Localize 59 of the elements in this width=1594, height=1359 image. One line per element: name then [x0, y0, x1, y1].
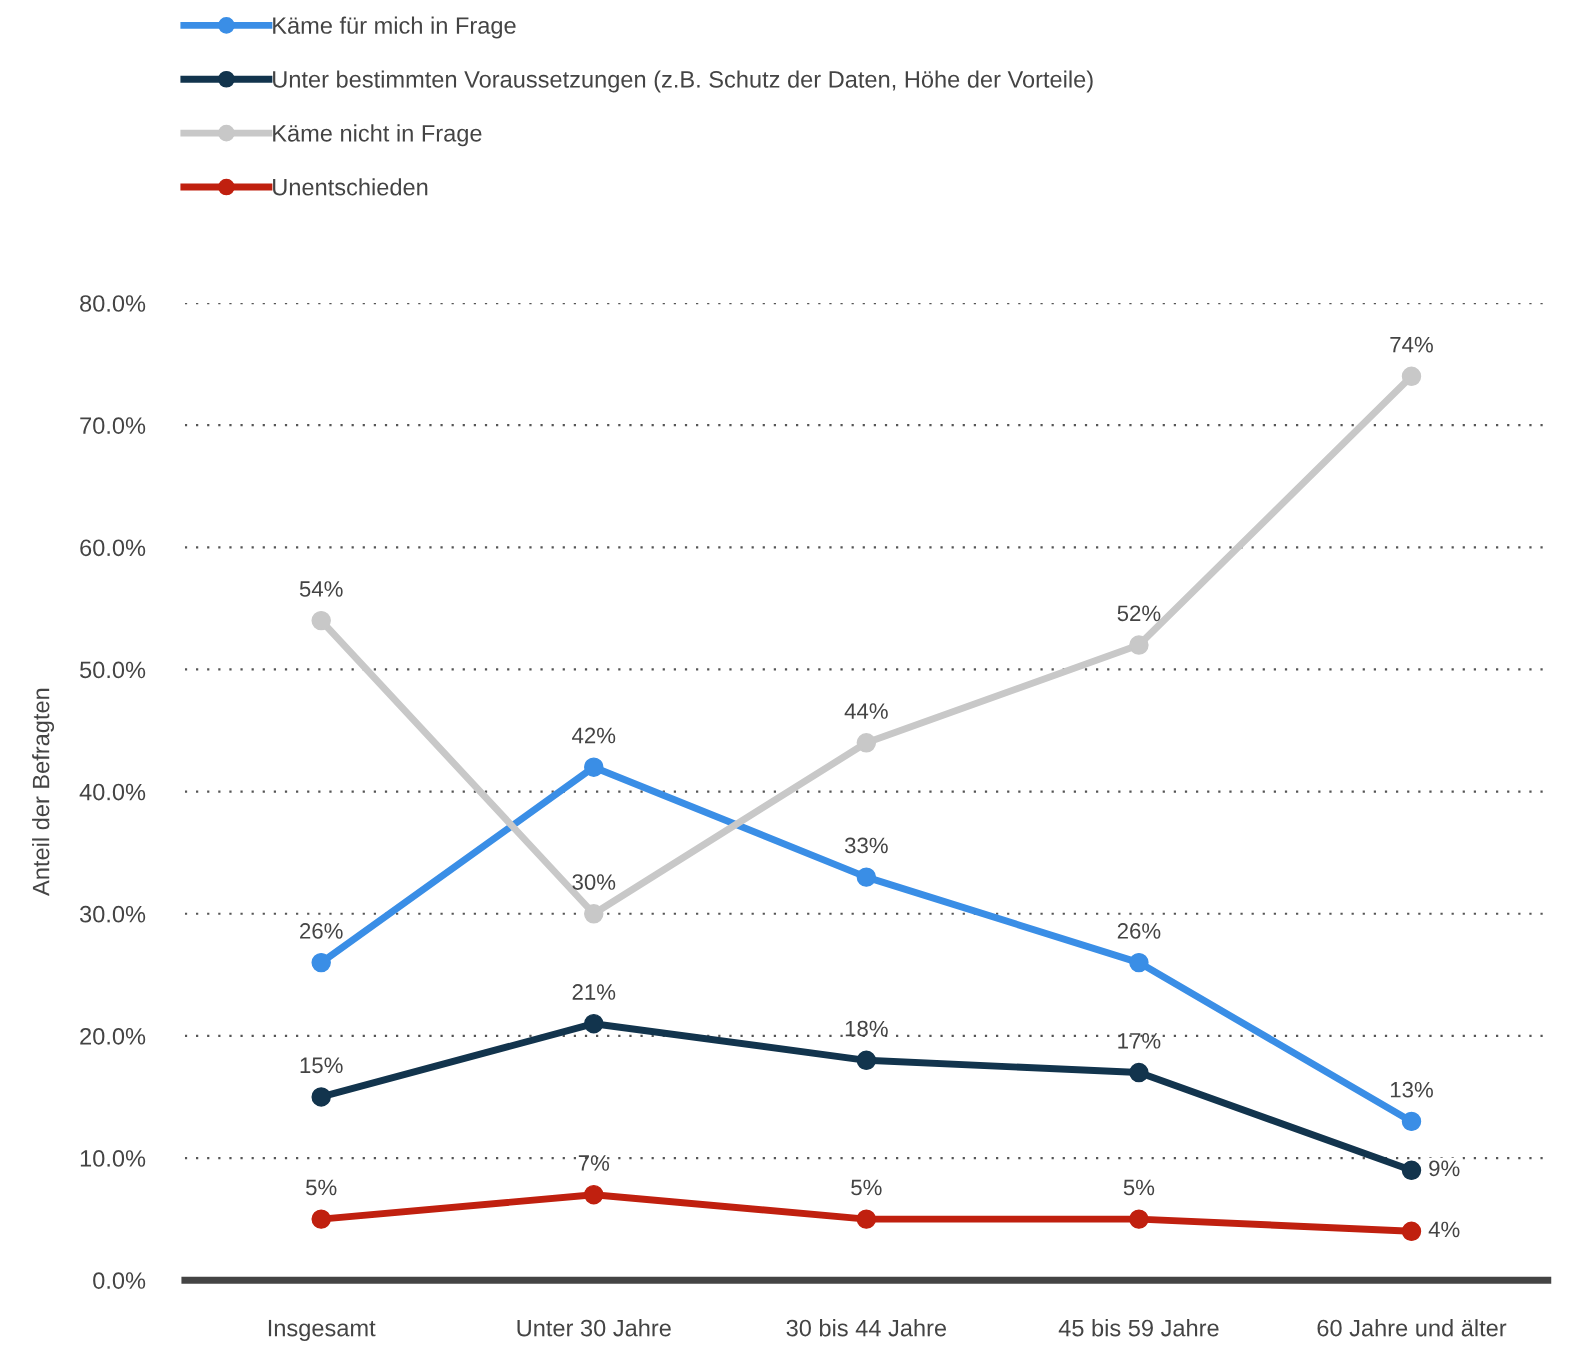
data-label: 18% [845, 1020, 888, 1037]
point [584, 904, 604, 924]
x-tick-label: 45 bis 59 Jahre [1058, 1319, 1219, 1337]
y-tick-label: 20.0% [80, 1027, 146, 1045]
x-tick-label: 30 bis 44 Jahre [786, 1319, 947, 1337]
point [856, 1209, 877, 1229]
point [856, 1050, 877, 1071]
point [311, 610, 331, 631]
point [584, 1013, 604, 1034]
data-label: 33% [844, 837, 888, 854]
y-tick-label: 70.0% [80, 417, 146, 434]
y-tick-label: 0.0% [93, 1272, 146, 1289]
data-label: 21% [572, 984, 616, 1000]
x-tick-label: Insgesamt [268, 1319, 376, 1342]
data-label: 5% [306, 1179, 337, 1196]
data-label: 52% [1117, 605, 1161, 622]
point [856, 867, 877, 887]
data-label: 9% [1429, 1160, 1460, 1177]
data-label: 26% [1117, 923, 1161, 939]
data-label: 30% [572, 874, 616, 890]
data-label: 26% [300, 923, 343, 939]
data-label: 7% [578, 1155, 610, 1171]
point [1129, 635, 1149, 655]
point [1129, 1062, 1149, 1083]
point [311, 1087, 331, 1107]
data-label: 44% [844, 703, 888, 719]
y-tick-label: 30.0% [79, 905, 146, 923]
data-label: 5% [851, 1179, 882, 1196]
data-label: 17% [1118, 1033, 1161, 1049]
y-axis-title: Anteil der Befragten [32, 688, 55, 896]
x-tick-label: 60 Jahre und älter [1317, 1319, 1507, 1337]
legend-label: Unentschieden [273, 178, 428, 196]
data-label: 4% [1428, 1221, 1460, 1238]
point [1401, 1160, 1422, 1180]
legend-label: Unter bestimmten Voraussetzungen (z.B. Schutz der Daten, Höhe der Vorteile) [273, 70, 1093, 93]
data-label: 15% [300, 1057, 343, 1074]
point [584, 1184, 604, 1205]
data-label: 74% [1390, 336, 1433, 353]
point [1129, 952, 1149, 973]
y-tick-label: 40.0% [79, 783, 146, 801]
point [311, 952, 331, 973]
data-label: 54% [299, 581, 343, 597]
point [1401, 366, 1422, 387]
data-label: 13% [1390, 1081, 1433, 1098]
y-tick-label: 60.0% [80, 539, 146, 557]
data-label: 5% [1123, 1179, 1155, 1196]
x-tick-label: Unter 30 Jahre [517, 1319, 671, 1337]
point [1401, 1111, 1422, 1132]
point [311, 1209, 331, 1229]
y-tick-label: 80.0% [80, 295, 146, 312]
legend-label: Käme nicht in Frage [273, 124, 482, 147]
point [584, 757, 604, 777]
legend-label: Käme für mich in Frage [273, 16, 516, 39]
data-label: 42% [572, 727, 616, 744]
point [1129, 1209, 1149, 1229]
point [856, 733, 877, 753]
point [1401, 1221, 1422, 1242]
y-tick-label: 50.0% [80, 661, 146, 679]
y-tick-label: 10.0% [80, 1150, 146, 1167]
